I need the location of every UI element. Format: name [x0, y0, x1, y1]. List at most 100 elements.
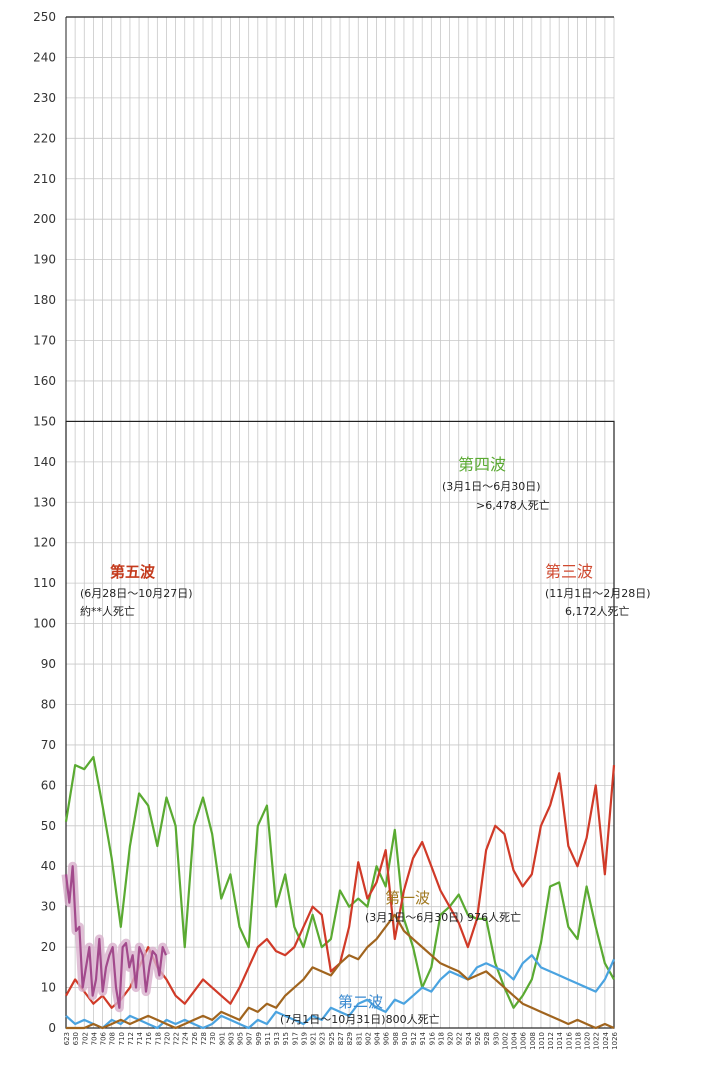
x-tick-label: 1020 [584, 1032, 592, 1050]
annotation-wave5: 第五波 (6月28日～10月27日) 約**人死亡 [80, 563, 193, 618]
y-tick-label: 160 [33, 374, 56, 388]
x-tick-label: 1022 [593, 1032, 601, 1050]
series-layer [61, 755, 616, 1030]
x-tick-label: 906 [383, 1031, 391, 1045]
x-tick-label: 710 [118, 1032, 126, 1045]
x-tick-label: 730 [209, 1032, 217, 1045]
x-tick-label: 702 [81, 1032, 89, 1045]
x-tick-label: 623 [63, 1032, 71, 1045]
annotation-wave4-period: (3月1日～6月30日) [442, 480, 541, 493]
annotation-wave3-note: 6,172人死亡 [565, 604, 630, 618]
y-tick-label: 30 [41, 900, 56, 914]
y-axis: 0 10 20 30 40 50 60 70 80 90 100 110 120 130 140 150 160… [33, 10, 56, 1035]
y-tick-label: 220 [33, 131, 56, 145]
x-tick-label: 1002 [501, 1032, 509, 1050]
x-axis: 623 630 702 704 706 708 710 712 714 716 718 720 722 7… [63, 1031, 619, 1049]
x-tick-label: 716 [145, 1031, 153, 1045]
x-tick-label: 704 [90, 1031, 98, 1045]
y-tick-label: 140 [33, 455, 56, 469]
x-tick-label: 909 [255, 1032, 263, 1045]
series-line-green [64, 755, 615, 1009]
series-line-blue [65, 954, 616, 1030]
annotation-wave2-period: (7月1日～10月31日)800人死亡 [280, 1012, 440, 1026]
x-tick-label: 917 [291, 1032, 299, 1045]
x-tick-label: 915 [282, 1032, 290, 1045]
x-tick-label: 1006 [520, 1031, 528, 1049]
y-tick-label: 120 [33, 536, 56, 550]
x-tick-label: 919 [300, 1032, 308, 1045]
x-tick-label: 907 [246, 1032, 254, 1045]
y-tick-label: 250 [33, 10, 56, 24]
annotation-wave3: 第三波 (11月1日～2月28日) 6,172人死亡 [545, 562, 651, 618]
x-tick-label: 916 [428, 1031, 436, 1045]
grid [65, 16, 615, 1029]
y-tick-label: 90 [41, 657, 56, 671]
annotation-wave1-period: (3月1日～6月30日) 976人死亡 [365, 910, 521, 924]
y-tick-label: 180 [33, 293, 56, 307]
y-tick-label: 230 [33, 91, 56, 105]
x-tick-label: 1008 [529, 1032, 537, 1050]
annotation-wave4: 第四波 (3月1日～6月30日) >6,478人死亡 [442, 455, 550, 512]
y-tick-label: 150 [33, 414, 56, 428]
x-tick-label: 910 [401, 1032, 409, 1045]
x-tick-label: 1014 [556, 1031, 564, 1049]
x-tick-label: 714 [136, 1031, 144, 1045]
x-tick-label: 712 [127, 1032, 135, 1045]
annotation-wave4-note: >6,478人死亡 [476, 498, 550, 512]
x-tick-label: 901 [218, 1032, 226, 1045]
x-tick-label: 1012 [547, 1032, 555, 1050]
annotation-wave3-title: 第三波 [545, 562, 593, 581]
annotation-wave2-title: 第二波 [338, 993, 383, 1011]
x-tick-label: 930 [492, 1032, 500, 1045]
x-tick-label: 913 [273, 1032, 281, 1045]
x-tick-label: 708 [109, 1032, 117, 1045]
x-tick-label: 706 [100, 1031, 108, 1045]
x-tick-label: 827 [337, 1032, 345, 1045]
x-tick-label: 829 [346, 1032, 354, 1045]
y-tick-label: 80 [41, 697, 56, 711]
x-tick-label: 924 [465, 1031, 473, 1045]
x-tick-label: 914 [419, 1031, 427, 1045]
y-tick-label: 200 [33, 212, 56, 226]
y-tick-label: 40 [41, 859, 56, 873]
x-tick-label: 728 [200, 1032, 208, 1045]
series-line-magenta [64, 865, 168, 1009]
chart-frames [65, 17, 615, 1029]
y-tick-label: 210 [33, 172, 56, 186]
series-line-brown [66, 913, 615, 1030]
x-tick-label: 1010 [538, 1032, 546, 1050]
y-tick-label: 170 [33, 334, 56, 348]
x-tick-label: 1026 [611, 1031, 619, 1049]
y-tick-label: 240 [33, 50, 56, 64]
y-tick-label: 70 [41, 738, 56, 752]
x-tick-label: 718 [154, 1032, 162, 1045]
x-tick-label: 902 [364, 1032, 372, 1045]
x-tick-label: 912 [410, 1032, 418, 1045]
x-tick-label: 630 [72, 1032, 80, 1045]
annotation-wave5-title: 第五波 [110, 563, 156, 581]
x-tick-label: 903 [227, 1032, 235, 1045]
x-tick-label: 920 [447, 1032, 455, 1045]
y-tick-label: 50 [41, 819, 56, 833]
y-tick-label: 130 [33, 495, 56, 509]
x-tick-label: 925 [328, 1032, 336, 1045]
x-tick-label: 722 [173, 1032, 181, 1045]
x-tick-label: 1004 [511, 1031, 519, 1049]
y-tick-label: 100 [33, 617, 56, 631]
x-tick-label: 1018 [574, 1032, 582, 1050]
x-tick-label: 831 [355, 1032, 363, 1045]
x-tick-label: 921 [310, 1032, 318, 1045]
y-tick-label: 10 [41, 981, 56, 995]
y-tick-label: 0 [48, 1021, 56, 1035]
x-tick-label: 905 [237, 1032, 245, 1045]
x-tick-label: 923 [319, 1032, 327, 1045]
x-tick-label: 726 [191, 1031, 199, 1045]
x-tick-label: 1024 [602, 1031, 610, 1049]
x-tick-label: 918 [437, 1032, 445, 1045]
annotation-wave2: 第二波 (7月1日～10月31日)800人死亡 [280, 993, 440, 1026]
x-tick-label: 926 [474, 1031, 482, 1045]
x-tick-label: 720 [163, 1032, 171, 1045]
annotation-wave1-title: 第一波 [385, 889, 430, 907]
y-tick-label: 20 [41, 940, 56, 954]
